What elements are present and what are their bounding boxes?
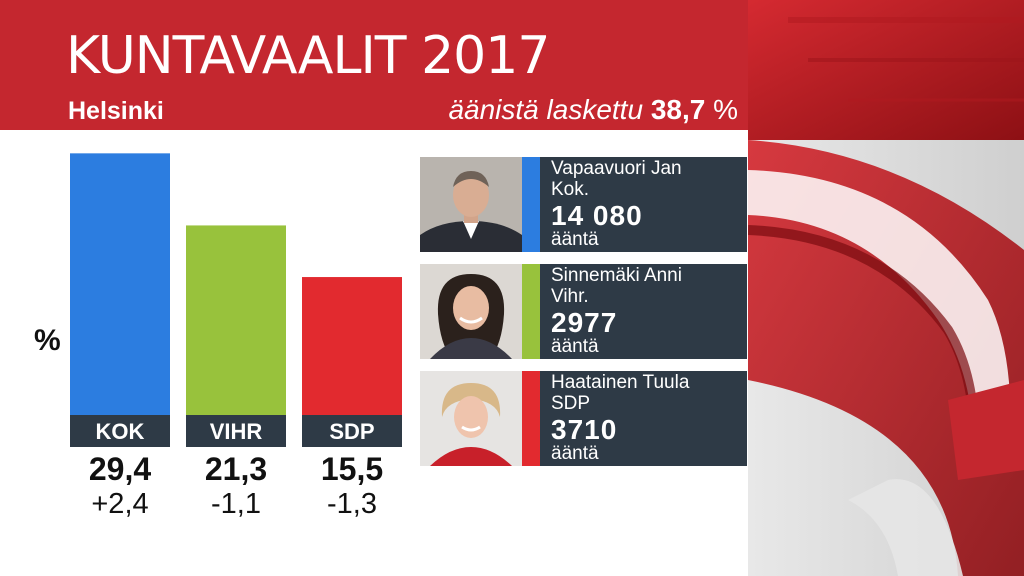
candidate-votes-3: 3710	[551, 414, 618, 445]
candidate-photo-3	[420, 371, 522, 466]
counted-label: äänistä laskettu	[448, 94, 644, 125]
header-banner: KUNTAVAALIT 2017 Helsinki äänistä lasket…	[0, 0, 748, 130]
counted-unit: %	[713, 94, 738, 125]
candidate-card-2: Sinnemäki Anni Vihr. 2977 ääntä	[420, 264, 747, 359]
party-color-stripe-3	[522, 371, 540, 466]
party-color-stripe-2	[522, 264, 540, 359]
bar-category-vihr: VIHR	[210, 419, 263, 444]
bar-change-vihr: -1,1	[211, 488, 261, 520]
counted-value: 38,7	[650, 94, 706, 125]
bar-label-box-kok	[70, 415, 170, 447]
decorative-background	[748, 0, 1024, 576]
bar-vihr	[186, 225, 286, 415]
bar-label-box-sdp	[302, 415, 402, 447]
candidate-photo-2	[420, 264, 522, 359]
candidate-photo-1	[420, 157, 522, 252]
candidate-votes-unit-3: ääntä	[551, 443, 599, 464]
candidate-party-1: Kok.	[551, 179, 590, 200]
candidate-votes-unit-2: ääntä	[551, 336, 599, 357]
candidate-votes-1: 14 080	[551, 200, 643, 231]
candidate-party-3: SDP	[551, 393, 591, 414]
bar-change-sdp: -1,3	[327, 488, 377, 520]
candidate-party-2: Vihr.	[551, 286, 589, 307]
bar-kok	[70, 153, 170, 415]
percent-symbol: %	[34, 324, 61, 357]
counted-status: äänistä laskettu 38,7 %	[448, 94, 738, 126]
bar-label-box-vihr	[186, 415, 286, 447]
bar-category-sdp: SDP	[329, 419, 374, 444]
candidate-votes-unit-1: ääntä	[551, 229, 599, 250]
region-name: Helsinki	[68, 97, 164, 125]
candidate-name-3: Haatainen Tuula	[551, 372, 690, 393]
bar-change-kok: +2,4	[91, 488, 148, 520]
candidate-card-3: Haatainen Tuula SDP 3710 ääntä	[420, 371, 747, 466]
bar-sdp	[302, 277, 402, 415]
bar-category-kok: KOK	[96, 419, 145, 444]
bar-value-kok: 29,4	[89, 451, 151, 487]
bar-value-vihr: 21,3	[205, 451, 267, 487]
page-title: KUNTAVAALIT 2017	[66, 26, 550, 86]
party-color-stripe-1	[522, 157, 540, 252]
candidate-name-1: Vapaavuori Jan	[551, 158, 682, 179]
party-bar-chart: KOK 29,4+2,4 VIHR 21,3-1,1 SDP 15,5-1,3	[70, 153, 402, 520]
bar-value-sdp: 15,5	[321, 451, 383, 487]
candidate-name-2: Sinnemäki Anni	[551, 265, 682, 286]
candidate-card-1: Vapaavuori Jan Kok. 14 080 ääntä	[420, 157, 747, 252]
candidate-votes-2: 2977	[551, 307, 618, 338]
